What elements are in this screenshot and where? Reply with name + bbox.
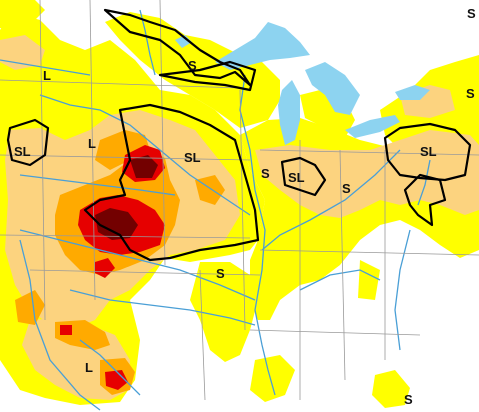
river-platte — [19, 174, 176, 196]
river-red — [69, 289, 256, 326]
extreme-area-texas-north — [60, 325, 72, 335]
impact-label: S — [466, 86, 475, 101]
river-rio-grande — [19, 239, 101, 411]
impact-label: L — [88, 136, 96, 151]
state-lines — [0, 0, 479, 401]
state-line-h6 — [259, 249, 479, 256]
state-line-v8 — [199, 269, 206, 401]
impact-label: SL — [14, 144, 31, 159]
rivers — [0, 9, 431, 411]
impact-label: S — [342, 181, 351, 196]
impact-line-montana — [6, 118, 50, 167]
dry-area-florida — [372, 370, 410, 408]
impact-line-pennsylvania — [383, 122, 472, 182]
impact-label: L — [85, 360, 93, 375]
exceptional-area-nebraska — [130, 155, 158, 178]
river-arkansas — [19, 229, 256, 301]
river-tennessee — [299, 269, 381, 291]
lake-michigan — [278, 80, 300, 145]
state-line-h3 — [0, 234, 251, 239]
state-line-h5 — [259, 149, 479, 156]
river-susquehanna — [417, 159, 431, 206]
state-line-h7 — [249, 329, 421, 336]
lake-superior — [215, 22, 310, 70]
great-lakes — [175, 22, 430, 145]
lake-small-north — [175, 35, 192, 48]
impact-line-northern-plains — [103, 8, 252, 87]
impact-label: S — [467, 6, 476, 21]
impact-label: S — [216, 266, 225, 281]
severe-area-nebraska — [95, 130, 150, 170]
severe-area-panhandle — [15, 290, 45, 325]
impact-label: S — [188, 58, 197, 73]
impact-label: L — [43, 68, 51, 83]
state-line-v1 — [89, 0, 96, 301]
dry-area-tx-south — [190, 262, 258, 362]
impact-line-central — [83, 103, 260, 262]
river-colorado-tx — [79, 339, 141, 396]
impact-line-minnesota — [158, 60, 257, 92]
lake-erie — [345, 115, 400, 138]
exceptional-area-kansas — [95, 208, 138, 240]
state-line-h1 — [0, 79, 241, 89]
dry-area-nw-corner — [0, 0, 45, 30]
state-line-h4 — [29, 269, 261, 276]
extreme-area-oklahoma — [95, 258, 115, 278]
impact-labels: L S SL L SL S SL S SL S L S S S — [14, 6, 476, 407]
impact-label: S — [404, 392, 413, 407]
dry-area-gulf — [250, 355, 295, 402]
impact-line-illinois — [280, 156, 327, 197]
extreme-area-texas — [105, 370, 128, 390]
state-line-v3 — [239, 89, 246, 331]
impact-label: SL — [288, 170, 305, 185]
river-east — [394, 229, 411, 351]
lake-huron — [305, 62, 360, 115]
impact-lines — [6, 8, 472, 262]
lake-ontario — [395, 85, 430, 100]
river-west-upper — [0, 59, 91, 76]
state-line-v6 — [339, 149, 346, 381]
impact-label: SL — [420, 144, 437, 159]
severe-area-iowa — [195, 175, 225, 205]
state-line-v2 — [159, 0, 166, 266]
state-line-v4 — [39, 0, 46, 321]
river-missouri — [39, 94, 251, 216]
impact-line-virginia — [403, 173, 447, 227]
state-line-h2 — [0, 154, 251, 161]
dry-area-southeast — [358, 260, 380, 300]
impact-label: SL — [184, 150, 201, 165]
impact-label: S — [261, 166, 270, 181]
moderate-area-midwest — [255, 130, 479, 218]
exceptional-drought-areas — [95, 155, 158, 240]
river-ohio — [261, 149, 401, 251]
